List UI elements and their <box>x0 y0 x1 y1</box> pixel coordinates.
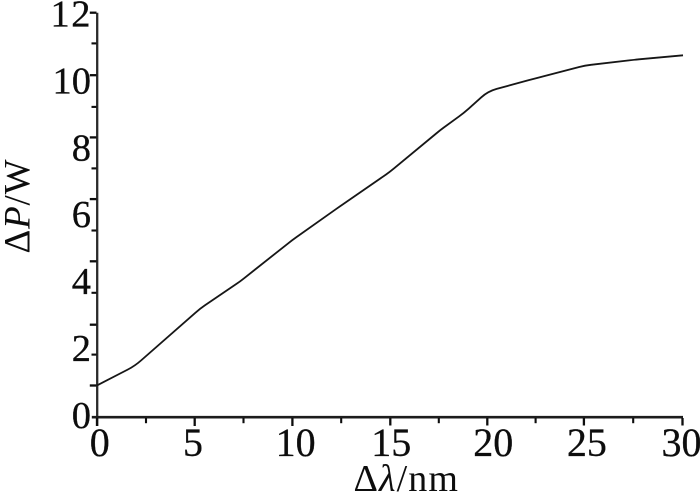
svg-text:0: 0 <box>72 395 91 437</box>
svg-text:12: 12 <box>51 0 93 36</box>
svg-text:30: 30 <box>662 420 700 465</box>
svg-text:25: 25 <box>567 420 607 465</box>
svg-text:4: 4 <box>72 261 91 303</box>
svg-text:0: 0 <box>90 420 110 465</box>
svg-text:5: 5 <box>183 420 203 465</box>
svg-text:ΔP/W: ΔP/W <box>0 159 39 254</box>
svg-text:15: 15 <box>371 420 411 465</box>
svg-text:6: 6 <box>72 194 91 236</box>
svg-text:8: 8 <box>72 127 91 169</box>
svg-text:20: 20 <box>473 420 513 465</box>
svg-text:2: 2 <box>72 328 91 370</box>
svg-text:10: 10 <box>53 60 92 102</box>
svg-text:10: 10 <box>276 420 316 465</box>
svg-text:Δλ/nm: Δλ/nm <box>354 458 460 494</box>
